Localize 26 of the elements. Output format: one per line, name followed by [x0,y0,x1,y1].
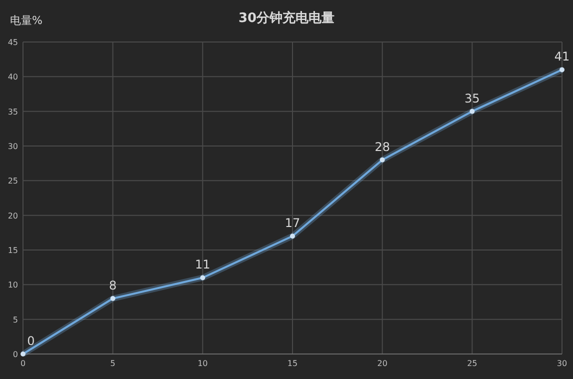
data-label: 28 [374,140,390,154]
y-tick-label: 0 [12,350,18,359]
y-tick-label: 40 [8,72,18,82]
data-label: 8 [109,278,117,293]
chart-title: 30分钟充电电量 [238,10,335,26]
y-tick-label: 10 [8,280,18,290]
x-tick-label: 10 [198,359,208,368]
data-label: 17 [284,216,300,230]
y-tick-label: 15 [8,246,18,255]
y-tick-label: 35 [8,107,18,116]
x-tick-label: 15 [287,359,298,368]
y-tick-label: 25 [8,176,18,186]
data-label: 11 [195,258,210,272]
y-tick-label: 30 [8,142,18,151]
y-axis-title: 电量% [10,14,42,27]
data-label: 35 [464,91,480,106]
x-tick-label: 25 [467,359,478,368]
x-tick-label: 30 [556,359,568,368]
y-tick-label: 20 [8,211,18,220]
x-tick-label: 5 [110,359,116,368]
data-label: 41 [554,50,570,64]
x-tick-label: 20 [377,359,388,368]
y-tick-label: 5 [12,315,18,324]
data-label: 0 [27,334,35,348]
y-tick-label: 45 [8,38,18,47]
x-tick-label: 0 [20,359,26,368]
